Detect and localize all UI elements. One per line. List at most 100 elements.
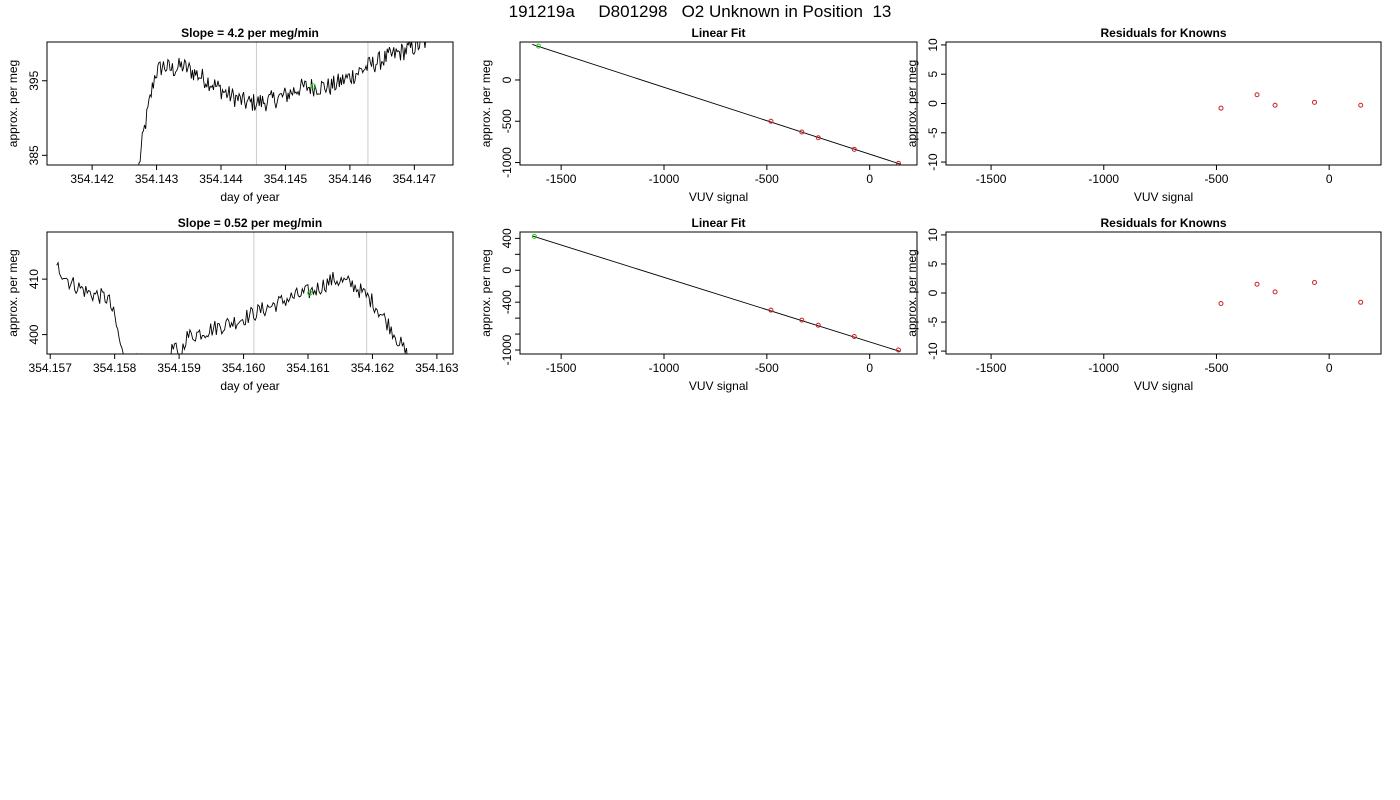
known-point — [1218, 105, 1224, 111]
x-tick-label: 354.147 — [393, 172, 437, 186]
known-point — [815, 135, 821, 141]
x-tick-label: 354.158 — [93, 361, 137, 375]
y-tick-label: 5 — [926, 71, 940, 78]
known-point — [768, 118, 774, 124]
x-tick-label: 0 — [1326, 361, 1333, 375]
y-tick-label: 5 — [926, 260, 940, 267]
panel-fit-row1: Linear Fit -1500 -1000 -500 0 0 -500 -1000 VUV s… — [479, 26, 918, 204]
x-tick-label: 0 — [866, 172, 873, 186]
known-point — [1312, 99, 1318, 105]
plot-frame — [945, 41, 1382, 166]
plot-frame — [46, 41, 454, 166]
known-point — [1254, 281, 1260, 287]
y-axis-label: approx. per meg — [6, 60, 20, 147]
y-tick-label: 0 — [500, 76, 514, 83]
x-tick-label: 354.163 — [415, 361, 459, 375]
x-tick-label: 354.146 — [328, 172, 372, 186]
known-point — [895, 160, 901, 165]
x-tick-label: 354.161 — [286, 361, 330, 375]
x-axis-label: day of year — [220, 190, 279, 204]
x-axis-label: VUV signal — [689, 379, 748, 393]
x-tick-label: 354.145 — [264, 172, 308, 186]
y-tick-label: 10 — [926, 38, 940, 52]
y-tick-label: -1000 — [500, 334, 514, 365]
fit-line — [532, 235, 901, 353]
x-tick-label: 354.142 — [70, 172, 114, 186]
x-tick-label: -1500 — [976, 361, 1007, 375]
reference-point — [307, 290, 313, 296]
x-tick-label: -500 — [755, 361, 779, 375]
x-tick-label: 354.160 — [222, 361, 266, 375]
x-tick-label: -1500 — [546, 172, 577, 186]
x-tick-label: 354.157 — [29, 361, 73, 375]
plot-frame — [945, 231, 1382, 355]
plot-frame — [46, 231, 454, 355]
known-point — [1358, 299, 1364, 305]
panel-title: Residuals for Knowns — [1100, 26, 1226, 40]
plot-frame — [519, 41, 918, 166]
panel-resid-row2: Residuals for Knowns -1500 -1000 -500 0 10 5 0 -… — [905, 216, 1382, 393]
x-tick-label: -1000 — [1088, 172, 1119, 186]
panel-title: Slope = 4.2 per meg/min — [181, 26, 319, 40]
x-tick-label: 354.143 — [135, 172, 179, 186]
y-axis-label: approx. per meg — [905, 60, 919, 147]
x-tick-label: 354.159 — [157, 361, 201, 375]
y-tick-label: -10 — [926, 342, 940, 360]
panel-fit-row2: Linear Fit -1500 -1000 -500 0 400 0 -400 -1000 VU… — [479, 216, 918, 393]
x-tick-label: 0 — [866, 361, 873, 375]
x-tick-label: 354.162 — [351, 361, 395, 375]
known-point — [851, 333, 857, 339]
plot-area — [1218, 92, 1364, 111]
plot-area — [138, 42, 426, 165]
y-tick-label: 400 — [500, 228, 514, 248]
x-tick-label: -500 — [1204, 172, 1228, 186]
reference-point — [310, 83, 316, 89]
x-tick-label: -1000 — [649, 361, 680, 375]
panel-title: Slope = 0.52 per meg/min — [178, 216, 322, 230]
x-tick-label: -1000 — [1088, 361, 1119, 375]
known-point — [1358, 102, 1364, 108]
trace-line — [138, 42, 426, 165]
known-point — [895, 347, 901, 353]
x-tick-label: 354.144 — [199, 172, 243, 186]
plot-area — [531, 233, 901, 353]
known-point — [1272, 289, 1278, 295]
plot-area — [1218, 280, 1364, 306]
y-tick-label: 385 — [27, 145, 41, 165]
panel-title: Linear Fit — [691, 26, 745, 40]
known-point — [1254, 92, 1260, 98]
known-point — [1312, 280, 1318, 286]
panel-title: Residuals for Knowns — [1100, 216, 1226, 230]
y-tick-label: 400 — [27, 324, 41, 344]
x-tick-label: -1500 — [976, 172, 1007, 186]
panel-trace-row2: Slope = 0.52 per meg/min 354.157 354.158 35… — [6, 216, 459, 393]
y-tick-label: 0 — [926, 100, 940, 107]
y-axis-label: approx. per meg — [479, 249, 493, 336]
x-tick-label: -500 — [1204, 361, 1228, 375]
x-axis-label: VUV signal — [1134, 190, 1193, 204]
x-axis-label: VUV signal — [689, 190, 748, 204]
plot-area — [532, 43, 901, 165]
known-point — [851, 146, 857, 152]
known-point — [768, 307, 774, 313]
y-tick-label: 10 — [926, 228, 940, 242]
y-tick-label: -5 — [926, 127, 940, 138]
known-point — [1218, 300, 1224, 306]
trace-line — [56, 261, 408, 354]
plot-frame — [519, 231, 918, 355]
x-tick-label: 0 — [1326, 172, 1333, 186]
panel-trace-row1: Slope = 4.2 per meg/min 354.142 354.143 354… — [6, 26, 454, 204]
y-tick-label: -5 — [926, 316, 940, 327]
y-axis-label: approx. per meg — [479, 60, 493, 147]
reference-point — [536, 43, 542, 49]
y-tick-label: 0 — [500, 267, 514, 274]
y-tick-label: -500 — [500, 109, 514, 133]
y-tick-label: 410 — [27, 269, 41, 289]
x-tick-label: -500 — [755, 172, 779, 186]
page-title: 191219a D801298 O2 Unknown in Position 1… — [508, 2, 892, 21]
known-point — [815, 322, 821, 328]
x-axis-label: VUV signal — [1134, 379, 1193, 393]
y-tick-label: -1000 — [500, 147, 514, 178]
x-tick-label: -1000 — [649, 172, 680, 186]
